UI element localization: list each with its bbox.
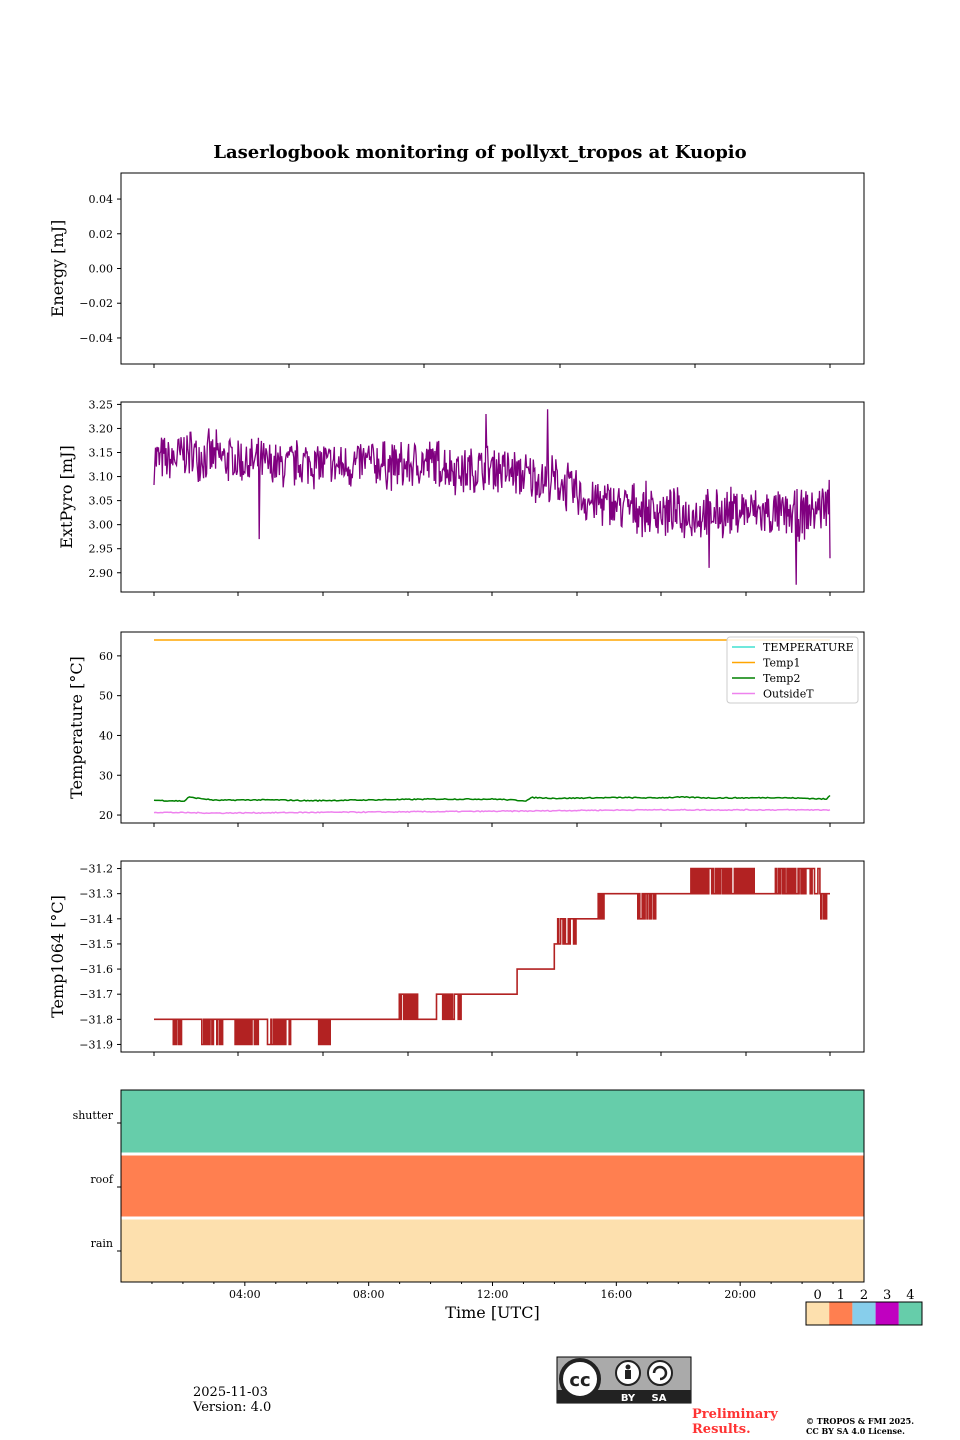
status-row-shutter	[121, 1090, 864, 1154]
y-axis-label: Temp1064 [°C]	[48, 895, 67, 1018]
colorbar-tick-label: 3	[883, 1288, 891, 1303]
y-tick-label: 2.90	[89, 567, 114, 580]
y-tick-label: −0.04	[79, 332, 113, 345]
y-tick-label: −31.8	[79, 1013, 113, 1026]
y-tick-label: 3.15	[89, 447, 114, 460]
footer-date: 2025-11-03	[193, 1385, 268, 1400]
colorbar-cell-4	[898, 1302, 922, 1325]
svg-text:BY: BY	[621, 1393, 636, 1404]
x-tick-label: 20:00	[724, 1288, 756, 1301]
y-tick-label: 0.00	[89, 263, 114, 276]
y-tick-label: −31.6	[79, 963, 113, 976]
y-tick-label: 3.20	[89, 422, 114, 435]
preliminary-label: Preliminary	[692, 1407, 778, 1422]
footer-version: Version: 4.0	[192, 1400, 271, 1415]
colorbar-cell-1	[829, 1302, 853, 1325]
y-tick-label: 20	[99, 809, 113, 822]
colorbar-tick-label: 0	[813, 1288, 821, 1303]
cc-icon	[559, 1358, 601, 1400]
y-tick-label: 60	[99, 650, 113, 663]
chart-title: Laserlogbook monitoring of pollyxt_tropo…	[213, 142, 746, 163]
y-tick-label: 40	[99, 729, 113, 742]
y-axis-label: Temperature [°C]	[67, 656, 86, 799]
colorbar-cell-3	[875, 1302, 899, 1325]
series-line-outsidet	[153, 808, 831, 815]
share-alike-icon	[647, 1360, 673, 1386]
y-tick-label: −0.02	[79, 297, 113, 310]
y-tick-label: −31.5	[79, 938, 113, 951]
status-row-label: roof	[90, 1173, 114, 1186]
plot-frame	[120, 401, 865, 593]
extpyro-line	[153, 409, 831, 585]
status-row-label: shutter	[73, 1109, 114, 1122]
svg-text:SA: SA	[652, 1393, 667, 1404]
x-tick-label: 04:00	[229, 1288, 261, 1301]
x-tick-label: 12:00	[477, 1288, 509, 1301]
y-tick-label: −31.4	[79, 913, 113, 926]
colorbar-cell-2	[852, 1302, 876, 1325]
y-tick-label: 3.05	[89, 495, 114, 508]
temp1064-line	[154, 867, 830, 1046]
x-tick-label: 16:00	[600, 1288, 632, 1301]
status-row-roof	[121, 1154, 864, 1218]
y-tick-label: 0.02	[89, 228, 114, 241]
colorbar-cell-0	[806, 1302, 830, 1325]
y-axis-label: ExtPyro [mJ]	[57, 445, 76, 548]
legend-label-temp1: Temp1	[763, 657, 800, 670]
y-tick-label: −31.7	[79, 988, 113, 1001]
colorbar-tick-label: 2	[860, 1288, 868, 1303]
legend-label-temp2: Temp2	[763, 672, 800, 685]
y-tick-label: −31.3	[79, 888, 113, 901]
y-tick-label: 30	[99, 769, 113, 782]
colorbar-tick-label: 4	[906, 1288, 914, 1303]
legend-label-outsidet: OutsideT	[763, 688, 814, 701]
y-tick-label: −31.9	[79, 1038, 113, 1051]
plot-frame	[120, 172, 865, 365]
x-axis-label: Time [UTC]	[445, 1303, 539, 1322]
y-tick-label: 3.10	[89, 471, 114, 484]
results-label: Results.	[692, 1422, 751, 1437]
copyright-line1: © TROPOS & FMI 2025.	[806, 1416, 914, 1426]
series-line-temp2	[153, 794, 831, 802]
legend-label-temperature: TEMPERATURE	[763, 641, 854, 654]
colorbar-tick-label: 1	[837, 1288, 845, 1303]
y-tick-label: 3.25	[89, 398, 114, 411]
y-tick-label: 3.00	[89, 519, 114, 532]
svg-text:cc: cc	[569, 1370, 590, 1391]
colorbar-frame	[805, 1301, 923, 1326]
status-row-label: rain	[91, 1237, 113, 1250]
y-axis-label: Energy [mJ]	[48, 220, 67, 318]
cc-license-badge: cc BY SA	[556, 1356, 692, 1404]
y-tick-label: 2.95	[89, 543, 114, 556]
status-row-rain	[121, 1218, 864, 1282]
y-tick-label: 0.04	[89, 193, 114, 206]
legend-box	[726, 636, 859, 704]
x-tick-label: 08:00	[353, 1288, 385, 1301]
copyright-line2: CC BY SA 4.0 License.	[806, 1426, 905, 1436]
y-tick-label: 50	[99, 690, 113, 703]
y-tick-label: −31.2	[79, 863, 113, 876]
